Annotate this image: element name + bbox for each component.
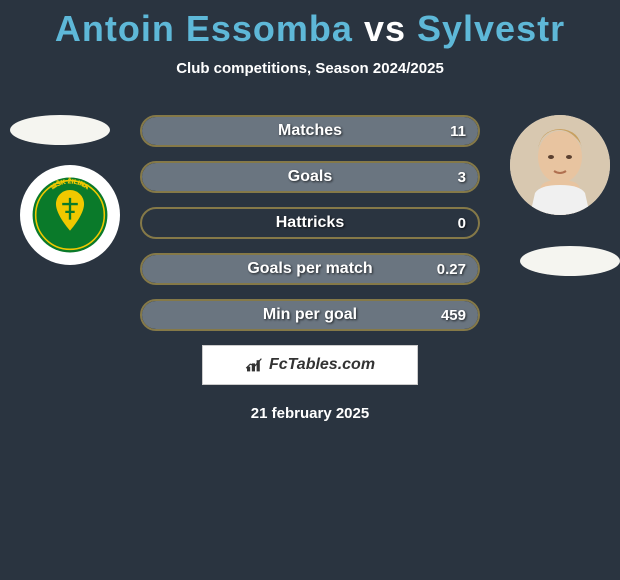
main-area: MŠK ŽILINA MŠK ŽILINA <box>0 115 620 422</box>
stat-row-goals-per-match: Goals per match 0.27 <box>140 253 480 285</box>
player1-club-badge: MŠK ŽILINA MŠK ŽILINA <box>20 165 120 265</box>
player1-name: Antoin Essomba <box>55 8 353 49</box>
stats-list: Matches 11 Goals 3 Hattricks 0 Goals per… <box>140 115 480 331</box>
stat-row-hattricks: Hattricks 0 <box>140 207 480 239</box>
subtitle: Club competitions, Season 2024/2025 <box>0 60 620 77</box>
stat-label: Min per goal <box>263 306 357 324</box>
page-title: Antoin Essomba vs Sylvestr <box>0 8 620 50</box>
date-label: 21 february 2025 <box>0 405 620 422</box>
stat-label: Matches <box>278 122 342 140</box>
comparison-card: Antoin Essomba vs Sylvestr Club competit… <box>0 0 620 422</box>
brand-label: FcTables.com <box>269 356 375 374</box>
avatar-icon <box>510 115 610 215</box>
stat-row-matches: Matches 11 <box>140 115 480 147</box>
bar-chart-icon <box>245 357 265 373</box>
stat-label: Goals per match <box>247 260 372 278</box>
stat-label: Goals <box>288 168 332 186</box>
stat-right-value: 0.27 <box>437 261 466 278</box>
vs-label: vs <box>364 8 406 49</box>
brand-box[interactable]: FcTables.com <box>202 345 418 385</box>
stat-label: Hattricks <box>276 214 344 232</box>
player2-placeholder-ellipse <box>520 246 620 276</box>
stat-right-value: 459 <box>441 307 466 324</box>
stat-right-value: 0 <box>458 215 466 232</box>
player2-name: Sylvestr <box>417 8 565 49</box>
player2-avatar <box>510 115 610 215</box>
club-badge-icon: MŠK ŽILINA MŠK ŽILINA <box>31 176 109 254</box>
stat-row-goals: Goals 3 <box>140 161 480 193</box>
stat-right-value: 11 <box>450 123 466 140</box>
stat-right-value: 3 <box>458 169 466 186</box>
player1-placeholder-ellipse <box>10 115 110 145</box>
stat-row-min-per-goal: Min per goal 459 <box>140 299 480 331</box>
